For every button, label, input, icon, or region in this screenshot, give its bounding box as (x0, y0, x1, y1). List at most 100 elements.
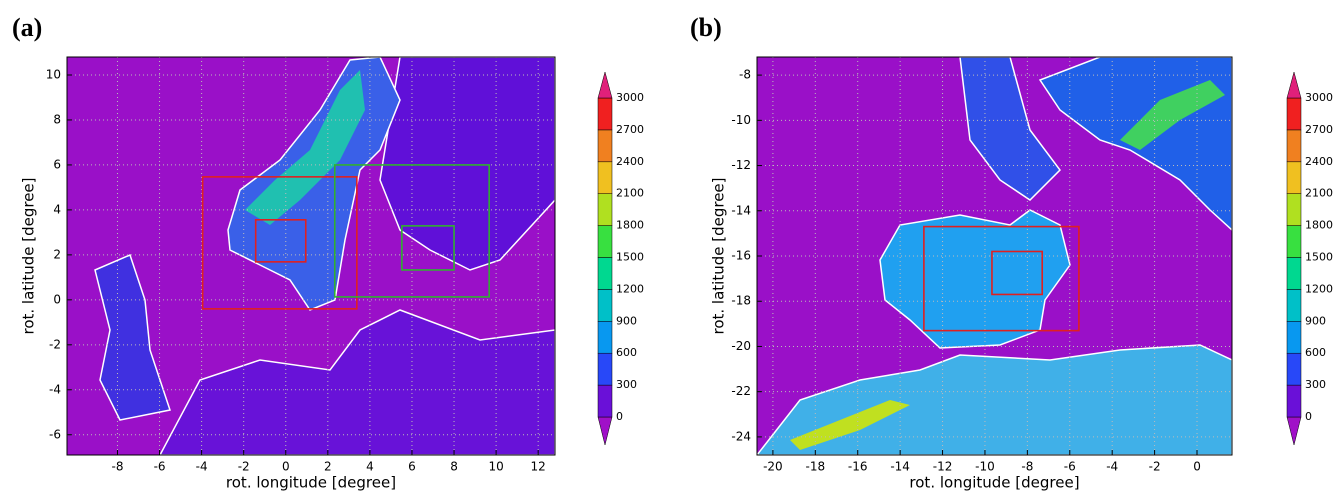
map-land (757, 57, 1232, 455)
colorbar-segment (1286, 321, 1302, 354)
x-tick-label: -2 (238, 460, 250, 474)
land (159, 309, 555, 455)
colorbar-tick-label: 1800 (616, 219, 644, 232)
colorbar-segment (1286, 384, 1302, 418)
land (379, 57, 555, 271)
colorbar-segment (1286, 225, 1302, 258)
land-high (245, 70, 365, 225)
plot-frame (756, 56, 1233, 456)
colorbar-tick-label: 1500 (616, 251, 644, 264)
colorbar-extend (1286, 416, 1302, 446)
x-tick-label: 0 (282, 460, 290, 474)
colorbar-tick-label: 2700 (1305, 123, 1333, 136)
x-tick-label: 4 (366, 460, 374, 474)
y-tick-label: 0 (53, 292, 61, 306)
land (879, 209, 1071, 349)
colorbar-tick-label: 0 (616, 410, 623, 423)
colorbar-tick-label: 2100 (1305, 187, 1333, 200)
colorbar-segment (1286, 257, 1302, 290)
x-tick-label: -4 (1106, 460, 1118, 474)
colorbar-tick-label: 3000 (1305, 91, 1333, 104)
x-tick-label: 8 (450, 460, 458, 474)
x-axis-label: rot. longitude [degree] (909, 474, 1079, 492)
colorbar-segment (597, 193, 613, 226)
colorbar-segment (597, 257, 613, 290)
colorbar-segment (597, 289, 613, 322)
colorbar-segment (1286, 129, 1302, 163)
colorbar-segment (597, 97, 613, 131)
x-tick-label: -6 (1064, 460, 1076, 474)
land (94, 253, 171, 421)
colorbar-tick-label: 300 (616, 378, 637, 391)
y-tick-label: -22 (731, 384, 751, 398)
y-tick-label: -12 (731, 158, 751, 172)
colorbar-segment (1286, 97, 1302, 131)
domain-box (401, 225, 455, 271)
colorbar-segment (597, 321, 613, 354)
x-tick-label: -2 (1149, 460, 1161, 474)
x-tick-label: 10 (488, 460, 503, 474)
land (757, 344, 1232, 455)
colorbar-segment (1286, 193, 1302, 226)
colorbar-tick-label: 0 (1305, 410, 1312, 423)
y-tick-label: 10 (46, 67, 61, 81)
x-axis-label: rot. longitude [degree] (226, 474, 396, 492)
domain-box (923, 225, 1080, 332)
y-tick-label: -4 (49, 382, 61, 396)
x-tick-label: -6 (154, 460, 166, 474)
y-tick-label: 4 (53, 202, 61, 216)
y-tick-label: 8 (53, 112, 61, 126)
x-tick-label: 12 (531, 460, 546, 474)
x-tick-label: -10 (975, 460, 995, 474)
colorbar-tick-label: 900 (1305, 314, 1326, 327)
x-tick-label: -14 (890, 460, 910, 474)
domain-box (333, 164, 490, 298)
y-tick-label: -6 (49, 427, 61, 441)
colorbar-tick-label: 600 (616, 346, 637, 359)
colorbar-tick-label: 900 (616, 314, 637, 327)
x-tick-label: 2 (324, 460, 332, 474)
land-high (1120, 80, 1225, 150)
colorbar-segment (597, 352, 613, 386)
colorbar-segment (597, 129, 613, 163)
x-tick-label: -8 (111, 460, 123, 474)
y-tick-label: 2 (53, 247, 61, 261)
x-tick-label: -12 (933, 460, 953, 474)
y-axis-label: rot. latitude [degree] (710, 177, 728, 334)
x-tick-label: -4 (196, 460, 208, 474)
colorbar-segment (1286, 161, 1302, 194)
y-axis-label: rot. latitude [degree] (20, 177, 38, 334)
map-land (94, 57, 555, 455)
y-tick-label: 6 (53, 157, 61, 171)
land (959, 57, 1061, 201)
y-tick-label: -8 (739, 68, 751, 82)
y-tick-label: -20 (731, 339, 751, 353)
colorbar-segment (597, 161, 613, 194)
colorbar-tick-label: 2400 (616, 155, 644, 168)
domain-box (254, 218, 307, 263)
y-tick-label: -14 (731, 203, 751, 217)
panel-label: (a) (12, 13, 42, 42)
colorbar-segment (1286, 352, 1302, 386)
colorbar-tick-label: 2100 (616, 187, 644, 200)
plot-frame (66, 56, 556, 456)
y-tick-label: -24 (731, 429, 751, 443)
domain-box (991, 250, 1044, 296)
x-tick-label: 6 (408, 460, 416, 474)
colorbar-tick-label: 1200 (616, 282, 644, 295)
x-tick-label: -8 (1021, 460, 1033, 474)
colorbar-segment (597, 225, 613, 258)
colorbar-tick-label: 1500 (1305, 251, 1333, 264)
x-tick-label: -18 (806, 460, 826, 474)
y-tick-label: -18 (731, 294, 751, 308)
colorbar-segment (597, 384, 613, 418)
x-tick-label: -16 (848, 460, 868, 474)
land-high (790, 400, 910, 450)
domain-box (201, 176, 358, 310)
colorbar-tick-label: 300 (1305, 378, 1326, 391)
x-tick-label: 0 (1193, 460, 1201, 474)
colorbar-extend (1286, 71, 1302, 99)
x-tick-label: -20 (763, 460, 783, 474)
